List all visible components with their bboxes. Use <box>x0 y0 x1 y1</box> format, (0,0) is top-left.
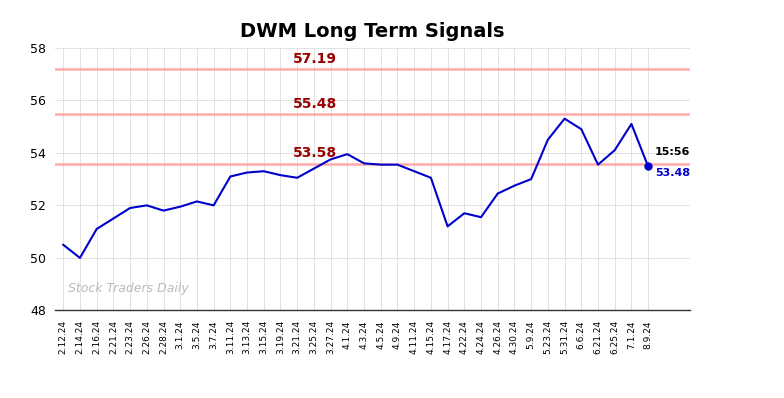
Text: 15:56: 15:56 <box>655 147 690 157</box>
Title: DWM Long Term Signals: DWM Long Term Signals <box>240 21 505 41</box>
Text: 55.48: 55.48 <box>292 97 337 111</box>
Text: 57.19: 57.19 <box>292 52 337 66</box>
Text: 53.58: 53.58 <box>292 146 337 160</box>
Text: Stock Traders Daily: Stock Traders Daily <box>67 282 188 295</box>
Text: 53.48: 53.48 <box>655 168 690 178</box>
